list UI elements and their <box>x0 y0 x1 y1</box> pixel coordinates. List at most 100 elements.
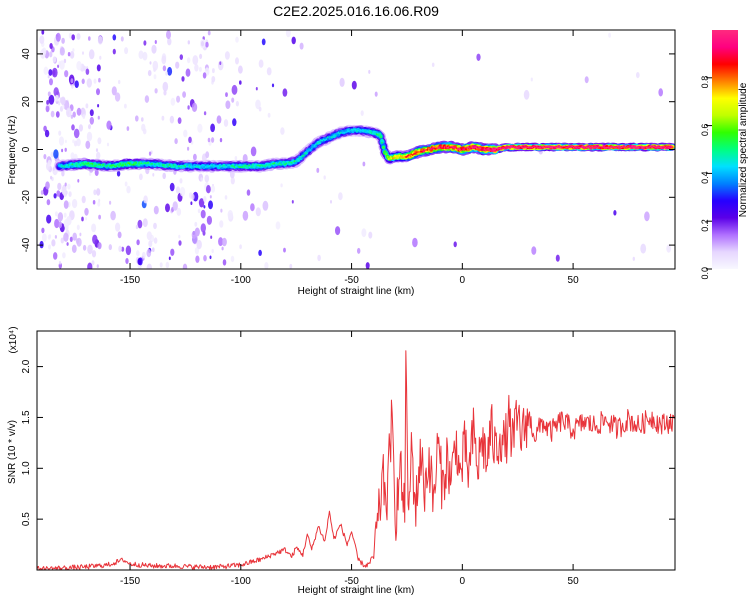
ridge-blob <box>544 147 547 149</box>
ridge-blob <box>669 146 672 149</box>
noise-speckle <box>41 227 45 234</box>
ridge-blob <box>628 146 631 148</box>
noise-speckle <box>179 178 183 184</box>
noise-speckle <box>76 107 82 116</box>
noise-speckle <box>71 244 77 253</box>
ridge-blob <box>172 164 175 167</box>
ridge-blob <box>75 164 78 167</box>
colorbar-tick-label: 0.6 <box>700 124 710 137</box>
noise-speckle <box>63 212 67 218</box>
ridge-blob <box>637 146 640 149</box>
ridge-blob <box>83 163 86 166</box>
noise-speckle <box>114 92 121 102</box>
noise-speckle <box>88 49 95 60</box>
noise-speckle <box>267 112 271 118</box>
noise-speckle <box>221 237 227 247</box>
noise-speckle <box>54 235 58 239</box>
noise-speckle <box>57 182 62 191</box>
noise-speckle <box>198 66 202 72</box>
snr-panel: -150 -100 -50 0 50 0.5 1.0 1.5 2.0 (x10⁴) Heigh… <box>7 326 676 596</box>
noise-speckle <box>118 245 122 252</box>
noise-speckle <box>53 252 58 260</box>
noise-speckle <box>182 91 187 98</box>
noise-speckle <box>209 255 212 260</box>
noise-speckle <box>39 35 45 44</box>
ridge-blob <box>289 161 292 164</box>
ridge-blob <box>667 146 669 148</box>
y-tick-label: -20 <box>21 190 32 205</box>
ridge-blob <box>426 148 429 151</box>
noise-speckle <box>47 159 52 167</box>
noise-speckle <box>162 65 167 72</box>
ridge-blob <box>554 147 556 149</box>
noise-speckle <box>210 235 213 239</box>
noise-speckle <box>87 244 93 255</box>
noise-speckle <box>141 117 144 122</box>
noise-speckle <box>219 220 224 228</box>
noise-speckle <box>142 218 148 228</box>
noise-speckle <box>219 138 223 143</box>
noise-speckle <box>61 185 67 195</box>
noise-speckle <box>97 104 100 108</box>
noise-speckle <box>63 219 70 229</box>
ridge-blob <box>587 146 590 149</box>
ridge-blob <box>574 145 576 147</box>
noise-speckle <box>188 136 192 143</box>
ridge-blob <box>161 164 164 167</box>
ridge-blob <box>146 162 148 164</box>
ridge-blob <box>661 146 664 148</box>
ridge-blob <box>619 146 621 148</box>
noise-speckle <box>81 216 84 222</box>
spectrogram-noise-layer <box>39 30 672 269</box>
noise-speckle <box>203 205 206 209</box>
noise-speckle <box>71 84 74 89</box>
ridge-blob <box>499 148 502 150</box>
ridge-blob <box>625 147 628 149</box>
ridge-blob <box>298 157 301 159</box>
noise-speckle <box>365 262 370 269</box>
ridge-blob <box>84 162 87 165</box>
ridge-blob <box>542 146 544 149</box>
noise-speckle <box>531 246 537 255</box>
ridge-blob <box>417 151 419 153</box>
colorbar: 0.0 0.2 0.4 0.6 0.8 Normalized spectral ampl… <box>700 30 749 280</box>
ridge-blob <box>636 146 639 148</box>
noise-speckle <box>176 95 181 103</box>
noise-speckle <box>235 36 239 43</box>
noise-speckle <box>87 262 93 269</box>
ridge-blob <box>239 166 241 169</box>
ridge-blob <box>227 164 229 167</box>
ridge-blob <box>334 134 337 137</box>
noise-speckle <box>72 139 75 144</box>
noise-speckle <box>85 68 90 75</box>
ridge-blob <box>362 130 365 132</box>
ridge-blob <box>532 146 535 148</box>
noise-speckle <box>81 78 85 85</box>
noise-speckle <box>280 127 285 135</box>
y-tick-label: 0.5 <box>21 512 32 526</box>
x-tick-label: 0 <box>460 275 466 286</box>
noise-speckle <box>640 243 647 254</box>
noise-speckle <box>67 52 71 57</box>
noise-speckle <box>144 95 150 103</box>
noise-speckle <box>53 193 57 199</box>
x-tick-label: 50 <box>568 275 580 286</box>
noise-speckle <box>47 75 50 79</box>
noise-speckle <box>112 34 117 41</box>
noise-speckle <box>179 186 186 197</box>
noise-speckle <box>85 217 88 221</box>
noise-speckle <box>126 126 130 131</box>
ridge-blob <box>394 155 397 158</box>
noise-speckle <box>124 103 127 109</box>
noise-speckle <box>153 205 159 215</box>
ridge-blob <box>131 163 134 166</box>
noise-speckle <box>230 255 235 263</box>
noise-speckle <box>142 128 147 135</box>
noise-speckle <box>69 51 75 59</box>
noise-speckle <box>258 249 262 256</box>
ridge-blob <box>570 146 572 149</box>
noise-speckle <box>72 232 77 241</box>
ridge-blob <box>203 164 205 167</box>
ridge-blob <box>581 145 584 148</box>
ridge-blob <box>130 163 132 166</box>
